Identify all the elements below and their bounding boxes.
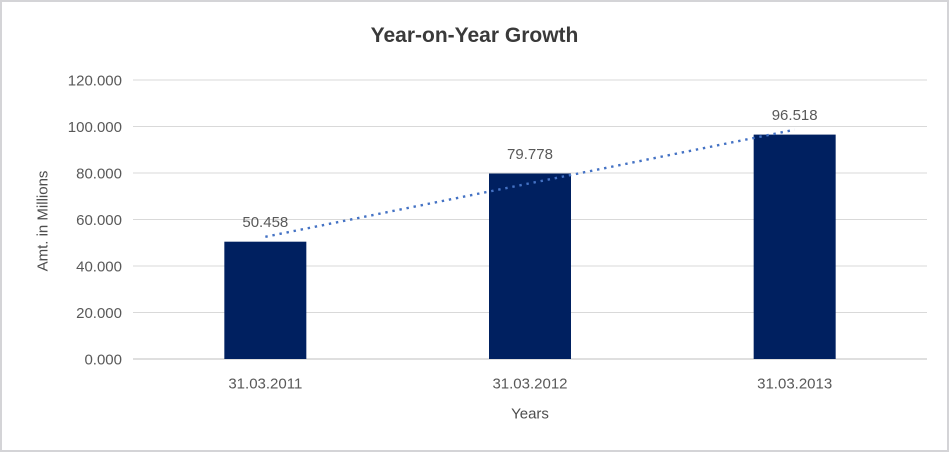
y-tick-label: 60.000 <box>76 212 122 229</box>
bar <box>224 241 307 359</box>
bar-data-label: 79.778 <box>507 146 553 163</box>
chart-title: Year-on-Year Growth <box>370 24 579 47</box>
y-tick-label: 80.000 <box>76 165 122 182</box>
bar <box>489 173 571 359</box>
bar-data-label: 50.458 <box>242 214 288 231</box>
x-tick-label: 31.03.2011 <box>228 375 302 392</box>
x-tick-label: 31.03.2013 <box>757 375 832 392</box>
y-tick-label: 120.000 <box>68 72 122 89</box>
y-tick-label: 100.000 <box>68 119 122 136</box>
x-tick-label: 31.03.2012 <box>492 375 567 392</box>
bar-data-label: 96.518 <box>772 107 818 124</box>
y-tick-label: 40.000 <box>76 258 122 275</box>
y-axis-title: Amt. in Millions <box>34 170 52 272</box>
y-tick-label: 0.000 <box>84 351 122 368</box>
bar <box>753 134 836 359</box>
y-tick-label: 20.000 <box>76 305 122 322</box>
x-axis-title: Years <box>511 405 549 423</box>
